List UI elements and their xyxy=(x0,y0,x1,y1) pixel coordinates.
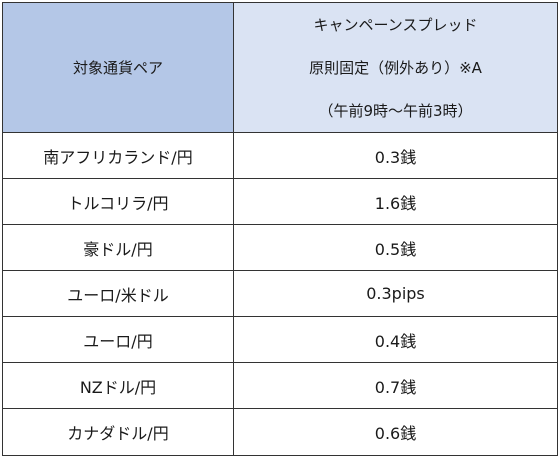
spread-value-cell: 0.3銭 xyxy=(233,132,558,179)
spread-value-cell: 0.7銭 xyxy=(233,362,558,409)
currency-pair-cell: ユーロ/米ドル xyxy=(2,270,234,317)
currency-pair-cell: カナダドル/円 xyxy=(2,408,234,456)
spread-value-cell: 0.3pips xyxy=(233,270,558,317)
currency-pair-cell: ユーロ/円 xyxy=(2,316,234,363)
header-currency-pair: 対象通貨ペア xyxy=(2,2,234,133)
header-campaign-spread: キャンペーンスプレッド 原則固定（例外あり）※A （午前9時～午前3時） xyxy=(233,2,558,133)
header-currency-pair-label: 対象通貨ペア xyxy=(72,59,163,77)
currency-pair-cell: トルコリラ/円 xyxy=(2,178,234,225)
header-spread-hours: （午前9時～午前3時） xyxy=(318,101,473,120)
header-spread-condition: 原則固定（例外あり）※A xyxy=(309,58,482,77)
table-row: NZドル/円 0.7銭 xyxy=(2,362,558,409)
table-row: 豪ドル/円 0.5銭 xyxy=(2,224,558,271)
table-row: ユーロ/円 0.4銭 xyxy=(2,316,558,363)
table-body: 南アフリカランド/円 0.3銭 トルコリラ/円 1.6銭 豪ドル/円 0.5銭 … xyxy=(2,132,558,456)
spread-value-cell: 0.6銭 xyxy=(233,408,558,456)
spread-value-cell: 0.5銭 xyxy=(233,224,558,271)
currency-pair-cell: 南アフリカランド/円 xyxy=(2,132,234,179)
currency-pair-cell: 豪ドル/円 xyxy=(2,224,234,271)
currency-pair-cell: NZドル/円 xyxy=(2,362,234,409)
table-row: 南アフリカランド/円 0.3銭 xyxy=(2,132,558,179)
header-spread-title: キャンペーンスプレッド xyxy=(313,15,478,34)
table-row: ユーロ/米ドル 0.3pips xyxy=(2,270,558,317)
header-row: 対象通貨ペア キャンペーンスプレッド 原則固定（例外あり）※A （午前9時～午前… xyxy=(2,2,558,133)
spread-value-cell: 1.6銭 xyxy=(233,178,558,225)
campaign-spread-table: 対象通貨ペア キャンペーンスプレッド 原則固定（例外あり）※A （午前9時～午前… xyxy=(2,2,558,456)
table-row: カナダドル/円 0.6銭 xyxy=(2,408,558,456)
table-header: 対象通貨ペア キャンペーンスプレッド 原則固定（例外あり）※A （午前9時～午前… xyxy=(2,2,558,133)
table-row: トルコリラ/円 1.6銭 xyxy=(2,178,558,225)
spread-value-cell: 0.4銭 xyxy=(233,316,558,363)
